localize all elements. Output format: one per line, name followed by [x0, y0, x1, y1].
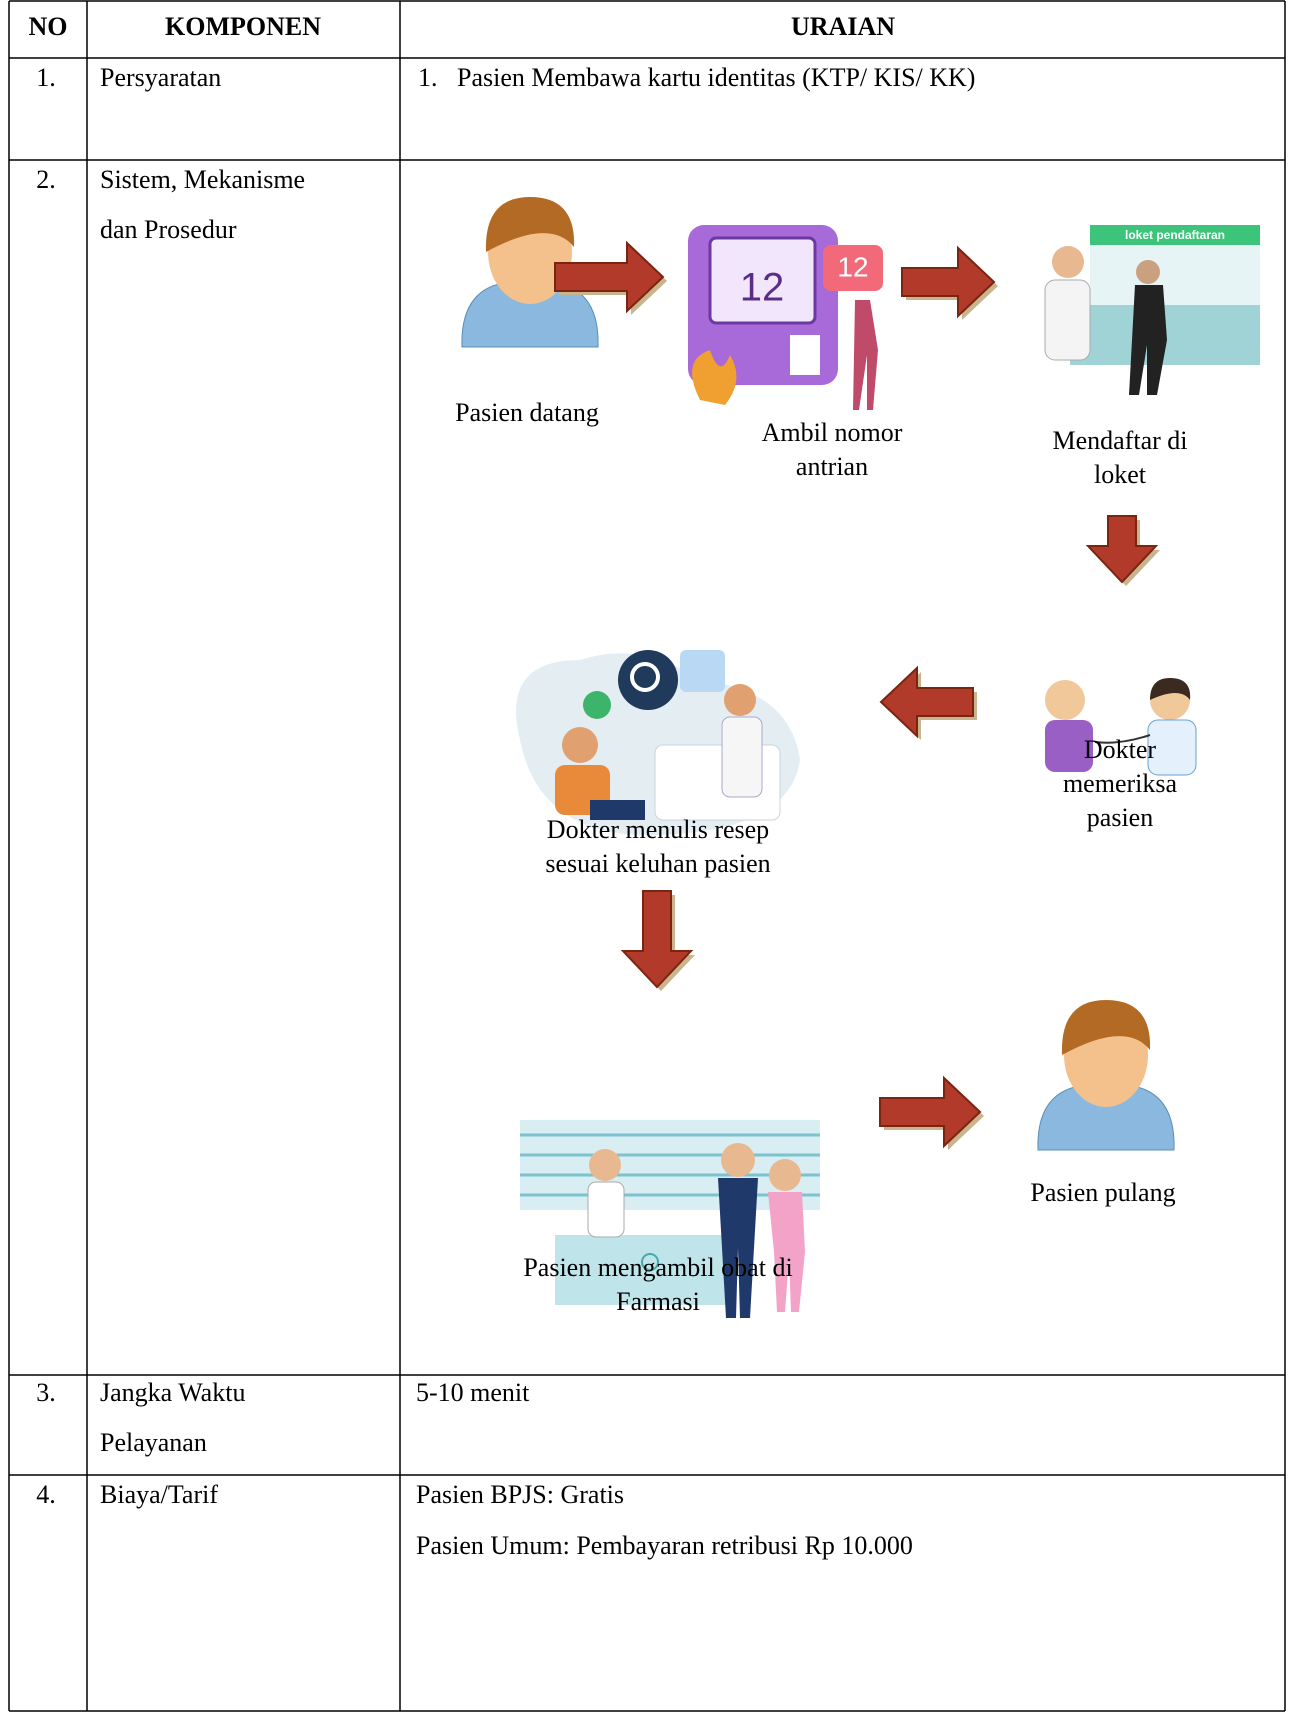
step-label: Pasien mengambil obat di	[523, 1253, 792, 1282]
sign	[1090, 225, 1260, 245]
step-label: sesuai keluhan pasien	[545, 849, 770, 878]
sign-text: loket pendaftaran	[1125, 228, 1225, 242]
patient-head	[562, 727, 598, 763]
uraian: 5-10 menit	[416, 1378, 530, 1407]
patient-legs	[590, 800, 645, 820]
patient-head	[1045, 680, 1085, 720]
doctor-head	[1052, 246, 1084, 278]
step-label: Farmasi	[616, 1287, 700, 1316]
step-label: loket	[1094, 460, 1147, 489]
customer	[853, 300, 878, 410]
kiosk-number: 12	[740, 266, 785, 310]
counter	[555, 1235, 735, 1305]
flow-arrow	[620, 890, 694, 989]
step-label: Pasien pulang	[1030, 1178, 1175, 1207]
list-marker: 1.	[418, 63, 438, 92]
row-number: 2.	[36, 165, 56, 194]
flow-arrow	[554, 240, 665, 314]
step-label: Dokter	[1084, 735, 1157, 764]
kiosk-screen	[708, 236, 817, 325]
pharmacy-illustration	[520, 1120, 820, 1318]
stethoscope	[1094, 734, 1151, 744]
step-label: Pasien datang	[455, 398, 599, 427]
person-icon	[1037, 1000, 1175, 1151]
komponen: Biaya/Tarif	[100, 1480, 218, 1509]
step-label: Mendaftar di	[1052, 426, 1187, 455]
pharmacist-coat	[587, 1181, 625, 1238]
kiosk-illustration: 12 12	[688, 225, 883, 410]
row-number: 4.	[36, 1480, 56, 1509]
step-label: memeriksa	[1063, 769, 1178, 798]
man-body	[718, 1178, 758, 1318]
doctor-coat	[1147, 719, 1197, 776]
glass	[1090, 245, 1260, 305]
header-cell: URAIAN	[791, 12, 895, 41]
flow-arrow	[1085, 515, 1159, 584]
komponen: Persyaratan	[100, 63, 221, 92]
doctor-hair	[1150, 678, 1191, 700]
uraian: Pasien BPJS: Gratis	[416, 1480, 624, 1509]
woman-body	[768, 1192, 805, 1312]
counter-illustration: loket pendaftaran	[1044, 225, 1260, 395]
note	[680, 650, 725, 692]
hair	[1061, 1000, 1151, 1055]
woman-head	[769, 1159, 801, 1191]
plant	[692, 350, 737, 405]
hair	[485, 197, 575, 252]
step-label: antrian	[796, 452, 868, 481]
doctor-head	[724, 684, 756, 716]
step-label: Dokter menulis resep	[547, 815, 769, 844]
flow-arrow	[901, 245, 996, 319]
patient-body	[1045, 720, 1093, 772]
uraian: Pasien Umum: Pembayaran retribusi Rp 10.…	[416, 1531, 913, 1560]
step-label: pasien	[1087, 803, 1153, 832]
kiosk-slot	[790, 335, 820, 375]
header-cell: KOMPONEN	[165, 12, 321, 41]
prescription-illustration	[516, 650, 800, 836]
row-number: 3.	[36, 1378, 56, 1407]
counter-logo	[641, 1253, 659, 1271]
bubble	[823, 245, 883, 291]
check	[583, 691, 611, 719]
bubble-number: 12	[837, 251, 868, 282]
visitor-head	[1136, 260, 1160, 284]
doctor-coat	[721, 716, 763, 798]
header-cell: NO	[29, 12, 68, 41]
uraian: Pasien Membawa kartu identitas (KTP/ KIS…	[457, 63, 975, 92]
flow-arrow	[879, 1075, 982, 1149]
magnifier-bubble	[618, 650, 678, 710]
doctor-body	[1044, 279, 1091, 361]
flow-arrow	[879, 665, 974, 739]
exam-illustration	[1045, 678, 1197, 776]
pharmacist-head	[589, 1149, 621, 1181]
row-number: 1.	[36, 63, 56, 92]
magnifier	[630, 662, 660, 692]
komponen: dan Prosedur	[100, 215, 237, 244]
komponen: Pelayanan	[100, 1428, 207, 1457]
step-label: Ambil nomor	[762, 418, 903, 447]
komponen: Jangka Waktu	[100, 1378, 245, 1407]
komponen: Sistem, Mekanisme	[100, 165, 305, 194]
person-icon	[461, 197, 599, 348]
visitor-body	[1129, 285, 1167, 395]
man-head	[721, 1143, 755, 1177]
